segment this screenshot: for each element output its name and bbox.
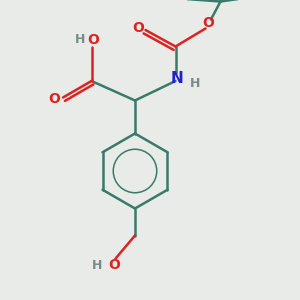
Text: O: O bbox=[108, 258, 120, 272]
Text: H: H bbox=[75, 33, 85, 46]
Text: H: H bbox=[190, 77, 200, 90]
Text: O: O bbox=[202, 16, 214, 30]
Text: O: O bbox=[49, 92, 61, 106]
Text: N: N bbox=[171, 71, 183, 86]
Text: H: H bbox=[92, 259, 102, 272]
Text: O: O bbox=[132, 21, 144, 34]
Text: O: O bbox=[87, 33, 99, 47]
